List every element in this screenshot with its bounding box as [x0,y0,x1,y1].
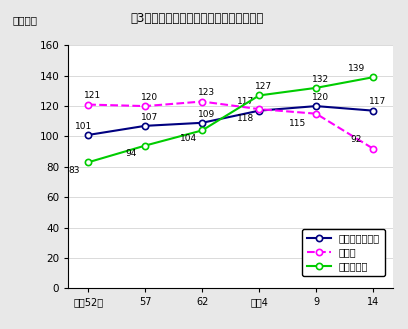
卖小売業飲食店 [257,109,262,113]
Line: 製造業: 製造業 [85,98,376,152]
サービス業 [314,86,319,90]
卖小売業飲食店 [200,121,204,125]
Text: 83: 83 [69,166,80,175]
Line: 卖小売業飲食店: 卖小売業飲食店 [85,103,376,138]
Text: 132: 132 [312,75,329,84]
製造業 [314,112,319,116]
製造業 [370,147,375,151]
Text: （千人）: （千人） [12,15,37,25]
Text: 94: 94 [126,149,137,158]
卖小売業飲食店 [143,124,148,128]
サービス業 [257,93,262,97]
Text: 115: 115 [289,118,307,128]
Text: 121: 121 [84,91,101,100]
Text: 101: 101 [75,122,93,131]
Text: 107: 107 [141,113,158,122]
卖小売業飲食店 [86,133,91,137]
Text: 118: 118 [237,114,254,123]
Text: 92: 92 [351,136,362,144]
Text: 120: 120 [312,93,329,102]
Text: 104: 104 [180,134,197,143]
Text: 117: 117 [368,97,386,107]
卖小売業飲食店 [370,109,375,113]
Text: 117: 117 [237,97,254,107]
Line: サービス業: サービス業 [85,74,376,165]
サービス業 [86,160,91,164]
Text: 139: 139 [348,64,365,73]
Legend: 卖小売業飲食店, 製造業, サービス業: 卖小売業飲食店, 製造業, サービス業 [302,229,385,276]
製造業 [257,107,262,111]
Text: 127: 127 [255,82,272,91]
Text: 109: 109 [198,110,215,119]
Text: 123: 123 [198,89,215,97]
製造業 [86,103,91,107]
卖小売業飲食店 [314,104,319,108]
製造業 [143,104,148,108]
サービス業 [200,128,204,132]
Text: 嘶3　主な産業別有業者数の推移（香川）: 嘶3 主な産業別有業者数の推移（香川） [131,12,264,25]
製造業 [200,100,204,104]
サービス業 [143,144,148,148]
サービス業 [370,75,375,79]
Text: 120: 120 [141,93,158,102]
